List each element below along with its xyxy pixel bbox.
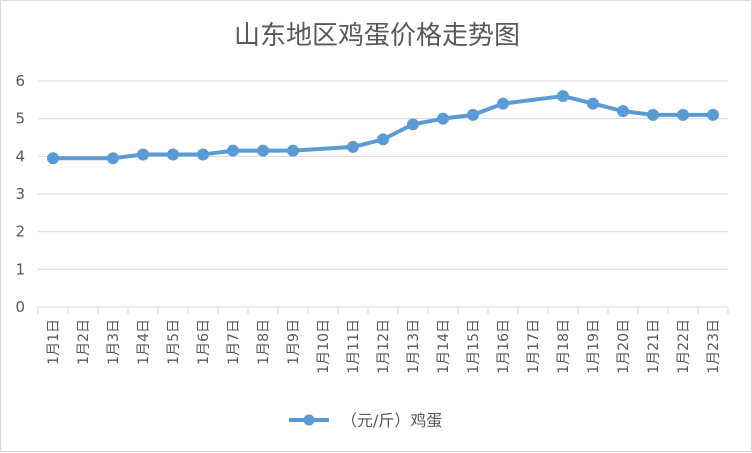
- data-point[interactable]: [437, 112, 449, 125]
- x-tick-label: 1月8日: [256, 319, 272, 365]
- data-point[interactable]: [227, 144, 239, 157]
- data-point[interactable]: [467, 108, 479, 121]
- data-point[interactable]: [197, 148, 209, 161]
- y-tick-label: 6: [15, 72, 25, 90]
- x-tick-label: 1月23日: [706, 319, 722, 374]
- x-tick-label: 1月18日: [556, 319, 572, 374]
- data-point[interactable]: [647, 108, 659, 121]
- x-tick-label: 1月22日: [676, 319, 692, 374]
- x-tick-label: 1月14日: [436, 319, 452, 374]
- data-point[interactable]: [137, 148, 149, 161]
- y-tick-label: 4: [15, 147, 25, 165]
- series-line: [51, 94, 715, 161]
- x-tick-label: 1月3日: [106, 319, 122, 365]
- data-point[interactable]: [557, 90, 569, 103]
- x-tick-label: 1月13日: [406, 319, 422, 374]
- data-point[interactable]: [677, 108, 689, 121]
- legend-dot-marker: [303, 414, 315, 426]
- data-point[interactable]: [287, 144, 299, 157]
- x-tick-label: 1月11日: [346, 319, 362, 374]
- data-point[interactable]: [167, 148, 179, 161]
- x-tick-label: 1月21日: [646, 319, 662, 374]
- legend[interactable]: （元/斤）鸡蛋: [289, 411, 442, 430]
- x-tick-label: 1月5日: [166, 319, 182, 365]
- y-tick-label: 2: [15, 223, 25, 241]
- chart-title: 山东地区鸡蛋价格走势图: [234, 21, 520, 51]
- data-point[interactable]: [407, 118, 419, 131]
- x-tick-label: 1月4日: [136, 319, 152, 365]
- x-tick-label: 1月10日: [316, 319, 332, 374]
- y-tick-label: 3: [15, 185, 25, 203]
- x-tick-label: 1月9日: [286, 319, 302, 365]
- data-point[interactable]: [617, 105, 629, 118]
- x-tick-label: 1月1日: [46, 319, 62, 365]
- x-tick-labels: 1月1日 1月2日 1月3日 1月4日 1月5日 1月6日 1月7日 1月8日 1月9日 1月10…: [46, 319, 722, 374]
- x-tick-label: 1月16日: [496, 319, 512, 374]
- x-tick-label: 1月6日: [196, 319, 212, 365]
- y-tick-label: 5: [15, 110, 25, 128]
- x-tick-label: 1月15日: [466, 319, 482, 374]
- data-point[interactable]: [107, 152, 119, 165]
- axes: 0 1 2 3 4 5 6: [15, 72, 729, 316]
- x-tick-label: 1月7日: [226, 319, 242, 365]
- data-point[interactable]: [47, 152, 59, 165]
- data-point[interactable]: [497, 97, 509, 110]
- x-tick-label: 1月2日: [76, 319, 92, 365]
- x-tick-label: 1月19日: [586, 319, 602, 374]
- y-tick-label: 0: [15, 298, 25, 316]
- data-point[interactable]: [707, 108, 719, 121]
- x-tick-label: 1月12日: [376, 319, 392, 374]
- data-point[interactable]: [587, 97, 599, 110]
- data-point[interactable]: [347, 140, 359, 153]
- data-point[interactable]: [257, 144, 269, 157]
- x-tick-label: 1月17日: [526, 319, 542, 374]
- legend-label: （元/斤）鸡蛋: [341, 411, 442, 430]
- data-point[interactable]: [377, 133, 389, 146]
- y-tick-label: 1: [15, 260, 25, 278]
- series-layer: [47, 90, 719, 165]
- x-tick-label: 1月20日: [616, 319, 632, 374]
